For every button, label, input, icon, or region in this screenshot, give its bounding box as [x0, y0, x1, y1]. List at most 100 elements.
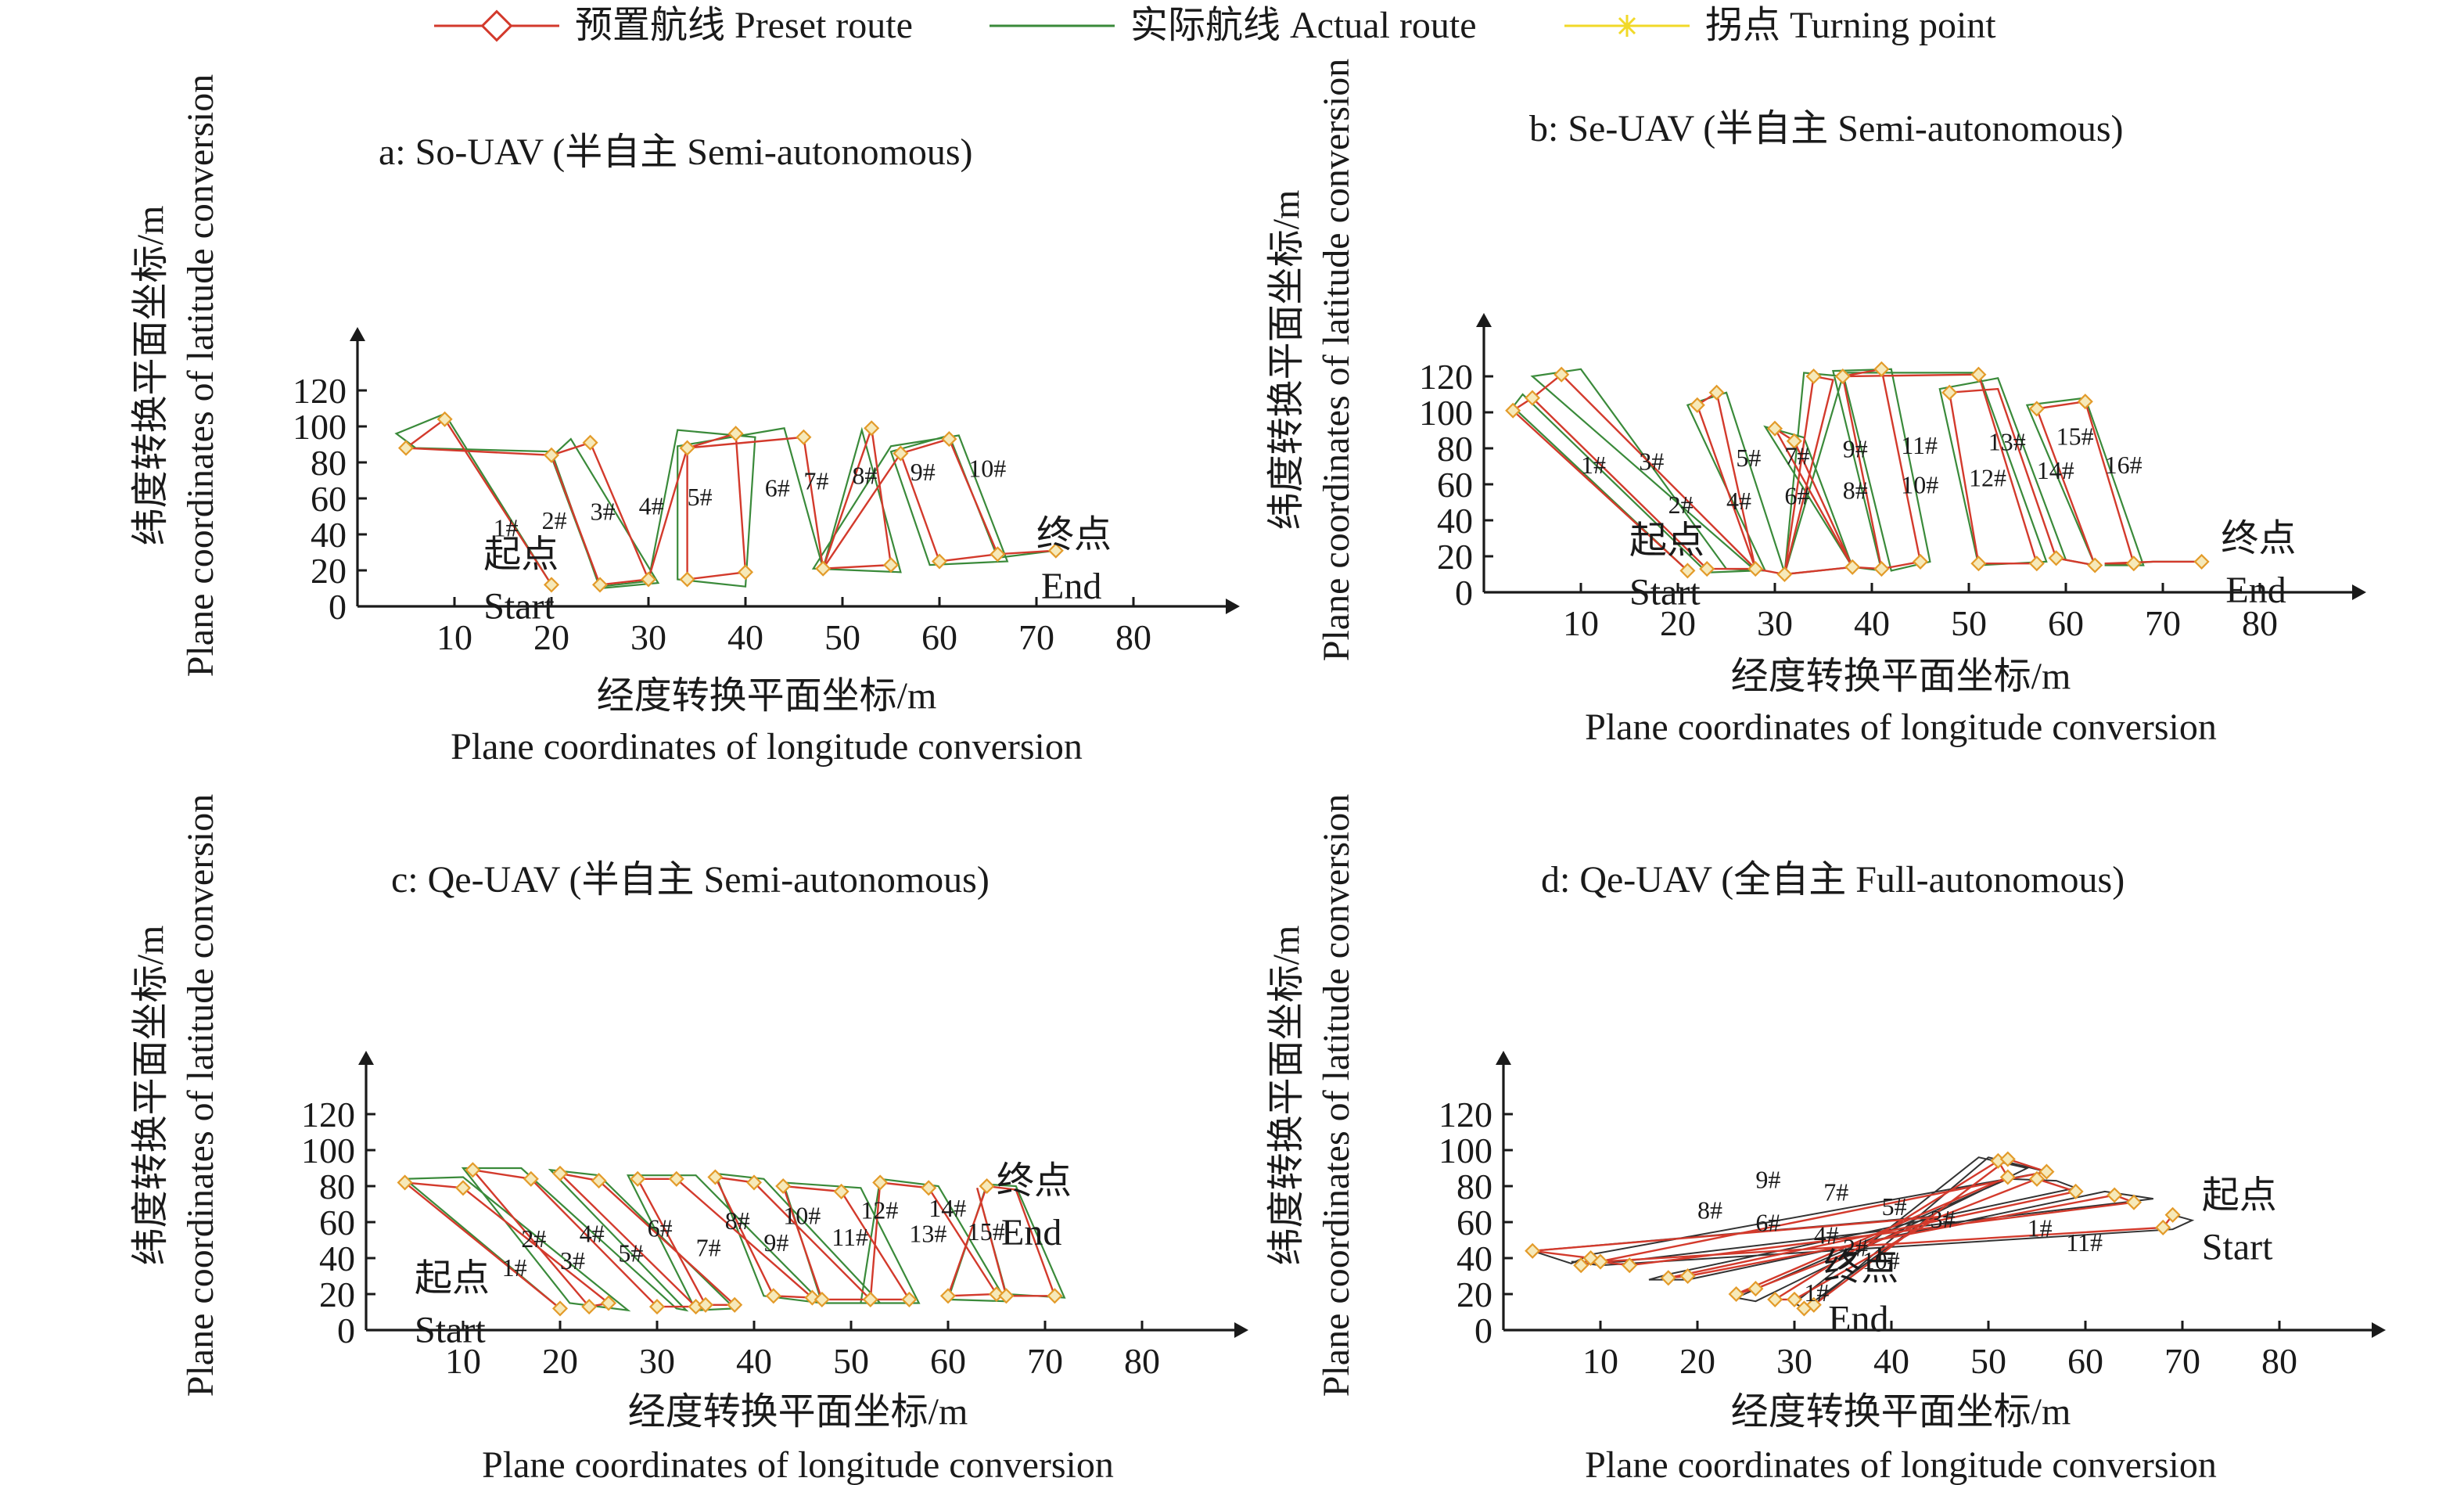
- segment-label: 7#: [1784, 442, 1809, 470]
- y-axis-title-cn: 纬度转换平面坐标/m: [1266, 926, 1307, 1266]
- turning-point-marker: [939, 1288, 957, 1304]
- x-tick-label: 40: [727, 617, 763, 657]
- start-label-cn: 起点: [1629, 520, 1704, 561]
- x-tick-label: 30: [1776, 1341, 1812, 1381]
- turning-point-marker: [775, 1178, 792, 1195]
- segment-label: 2#: [521, 1224, 546, 1253]
- turning-point-marker: [648, 1299, 666, 1315]
- segment-label: 13#: [909, 1219, 946, 1247]
- turning-point-marker: [1776, 566, 1793, 583]
- y-tick-label: 100: [1419, 393, 1473, 433]
- y-tick-label: 20: [1437, 537, 1473, 577]
- y-axis-arrow: [1496, 1051, 1511, 1065]
- turning-point-marker: [1844, 559, 1861, 575]
- legend-item-preset: 预置航线 Preset route: [434, 5, 913, 46]
- turning-point-marker: [893, 445, 909, 462]
- turning-point-marker: [1679, 1267, 1696, 1285]
- turning-point-marker: [1047, 1288, 1063, 1304]
- turning-point-marker: [815, 560, 832, 577]
- x-tick-label: 60: [921, 617, 957, 657]
- start-label-en: Start: [415, 1309, 486, 1350]
- turning-point-marker: [804, 1289, 821, 1306]
- x-tick-label: 30: [1757, 603, 1793, 643]
- series-preset-route: [403, 418, 1056, 586]
- turning-point-marker: [931, 553, 948, 570]
- turning-point-marker: [551, 1300, 569, 1317]
- x-tick-label: 70: [1027, 1341, 1063, 1381]
- x-axis-arrow: [1234, 1322, 1248, 1338]
- segment-label: 4#: [639, 492, 664, 520]
- x-tick-label: 80: [1115, 617, 1151, 657]
- turning-point-marker: [1747, 561, 1764, 577]
- turning-point-marker: [1999, 1169, 2016, 1185]
- x-axis-title-cn: 经度转换平面坐标/m: [1731, 1391, 2071, 1433]
- y-tick-label: 60: [1437, 465, 1473, 505]
- y-axis-title-cn: 纬度转换平面坐标/m: [1266, 190, 1307, 530]
- start-label-en: Start: [483, 585, 555, 627]
- segment-label: 2#: [1843, 1234, 1868, 1262]
- x-tick-label: 80: [2261, 1341, 2297, 1381]
- x-tick-label: 20: [533, 617, 569, 657]
- turning-point-marker: [1505, 402, 1521, 419]
- x-tick-label: 80: [1124, 1341, 1160, 1381]
- segment-label: 1#: [502, 1253, 527, 1282]
- y-tick-label: 100: [1439, 1131, 1492, 1170]
- x-tick-label: 50: [1951, 603, 1987, 643]
- segment-label: 15#: [2056, 422, 2094, 450]
- y-tick-label: 80: [311, 443, 347, 483]
- x-tick-label: 50: [824, 617, 860, 657]
- turning-point-marker: [1747, 1281, 1764, 1297]
- turning-point-marker: [2028, 1170, 2046, 1187]
- y-tick-label: 80: [319, 1167, 355, 1206]
- turning-point-marker: [1970, 366, 1987, 383]
- x-tick-label: 20: [1679, 1341, 1715, 1381]
- turning-point-marker: [2048, 550, 2064, 566]
- end-label-cn: 终点: [1036, 514, 1112, 556]
- segment-label: 9#: [763, 1228, 788, 1257]
- segment-label: 1#: [1804, 1278, 1829, 1307]
- turning-point-marker: [2164, 1206, 2181, 1223]
- x-tick-label: 40: [1854, 603, 1890, 643]
- segment-label: 5#: [618, 1239, 643, 1267]
- y-tick-label: 120: [1419, 357, 1473, 397]
- turning-point-marker: [543, 447, 560, 463]
- diamond-line-icon: [480, 9, 513, 42]
- turning-point-marker: [591, 1173, 607, 1189]
- y-axis-arrow: [1476, 313, 1492, 327]
- turning-point-marker: [1525, 1242, 1541, 1259]
- y-axis-title-cn: 纬度转换平面坐标/m: [130, 926, 171, 1266]
- end-label-cn: 终点: [2221, 518, 2296, 559]
- panel-title: c: Qe-UAV (半自主 Semi-autonomous): [391, 859, 990, 901]
- end-label-en: End: [1001, 1212, 1061, 1253]
- segment-label: 10#: [1901, 471, 1938, 499]
- turning-point-marker: [1970, 556, 1987, 572]
- series-actual-route: [402, 1167, 1066, 1312]
- turning-point-marker: [581, 1299, 598, 1315]
- x-axis-title-en: Plane coordinates of longitude conversio…: [1585, 707, 2217, 748]
- turning-point-marker: [998, 1288, 1015, 1304]
- turning-point-marker: [901, 1291, 918, 1307]
- y-tick-label: 0: [1455, 573, 1473, 613]
- segment-label: 3#: [591, 498, 616, 526]
- x-axis-title-en: Plane coordinates of longitude conversio…: [482, 1444, 1114, 1485]
- segment-label: 11#: [832, 1223, 868, 1251]
- panel-d: d: Qe-UAV (全自主 Full-autonomous) 纬度转换平面坐标…: [1266, 794, 2386, 1485]
- turning-point-marker: [454, 1180, 472, 1196]
- segment-label: 10#: [968, 454, 1006, 482]
- turning-point-marker: [600, 1295, 617, 1311]
- segment-label: 1#: [2028, 1214, 2053, 1242]
- turning-point-marker: [2193, 553, 2210, 570]
- turning-point-marker: [1767, 1291, 1783, 1307]
- x-tick-label: 30: [639, 1341, 675, 1381]
- turning-point-marker: [543, 577, 560, 593]
- turning-point-marker: [745, 1174, 763, 1191]
- turning-point-marker: [1873, 361, 1890, 377]
- turning-point-marker: [1805, 368, 1822, 385]
- segment-label: 5#: [688, 483, 713, 511]
- turning-point-marker: [668, 1170, 684, 1187]
- turning-point-marker: [1941, 384, 1958, 401]
- segment-label: 11#: [2066, 1228, 2103, 1257]
- segment-label: 14#: [928, 1194, 966, 1222]
